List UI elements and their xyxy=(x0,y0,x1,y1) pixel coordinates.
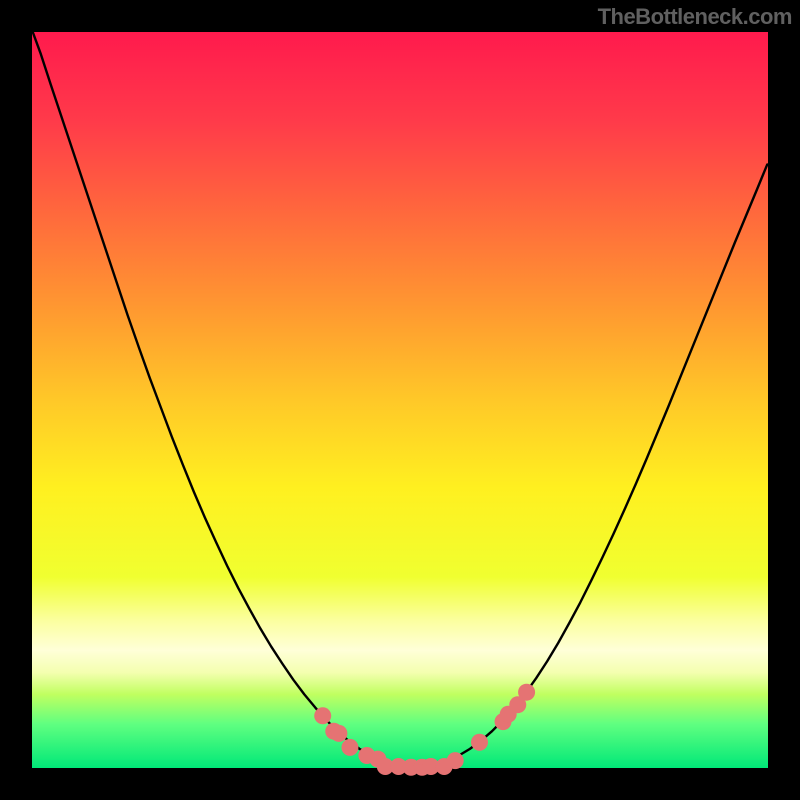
data-marker xyxy=(447,752,464,769)
data-marker xyxy=(518,684,535,701)
chart-svg xyxy=(0,0,800,800)
chart-container: TheBottleneck.com xyxy=(0,0,800,800)
watermark-text: TheBottleneck.com xyxy=(598,4,792,30)
plot-background xyxy=(32,32,768,768)
data-marker xyxy=(330,725,347,742)
data-marker xyxy=(471,734,488,751)
data-marker xyxy=(314,707,331,724)
data-marker xyxy=(341,739,358,756)
